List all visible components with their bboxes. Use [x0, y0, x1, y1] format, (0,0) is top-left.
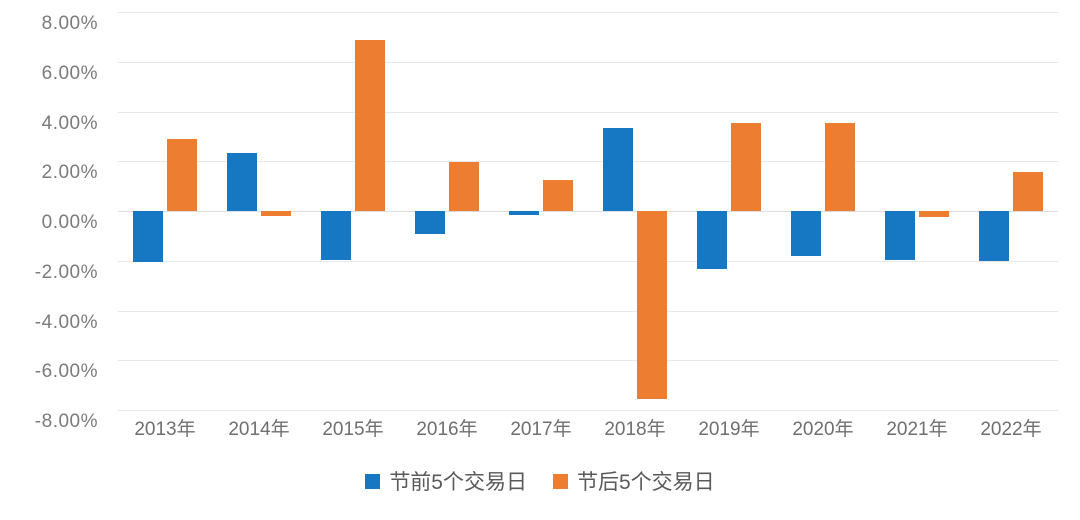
bar-group [118, 12, 212, 410]
gridline [118, 310, 1058, 312]
gridline [118, 360, 1058, 362]
bar-group [588, 12, 682, 410]
x-axis-tick-label: 2015年 [322, 419, 384, 440]
y-axis: 8.00% 6.00% 4.00% 2.00% 0.00% -2.00% -4.00% -6.… [0, 12, 110, 432]
legend-item[interactable]: 节后5个交易日 [553, 466, 715, 496]
bar-group [306, 12, 400, 410]
plot-area [118, 12, 1058, 411]
legend-swatch-icon [365, 473, 381, 489]
x-axis-tick-label: 2014年 [228, 419, 290, 440]
gridline [118, 12, 1058, 13]
bar-post-holiday [449, 162, 479, 211]
gridline [118, 61, 1058, 63]
bar-pre-holiday [321, 211, 351, 261]
bar-post-holiday [355, 39, 385, 211]
x-axis: 2013年 2014年 2015年 2016年 2017年 2018年 2019年 2020年… [118, 412, 1058, 452]
bar-group [494, 12, 588, 410]
bar-post-holiday [543, 179, 573, 211]
gridline [118, 410, 1058, 411]
bar-pre-holiday [133, 211, 163, 262]
chart-legend: 节前5个交易日 节后5个交易日 [0, 466, 1080, 496]
x-axis-tick-label: 2013年 [134, 419, 196, 440]
bar-pre-holiday [509, 211, 539, 215]
bar-group [400, 12, 494, 410]
y-axis-tick-label: 4.00% [41, 112, 98, 134]
legend-label: 节前5个交易日 [389, 471, 527, 494]
gridline [118, 111, 1058, 113]
bar-pre-holiday [697, 211, 727, 269]
bar-pre-holiday [885, 211, 915, 260]
gridline [118, 161, 1058, 163]
bar-pre-holiday [603, 127, 633, 211]
bar-pre-holiday [415, 211, 445, 235]
y-axis-tick-label: 2.00% [41, 162, 98, 184]
y-axis-tick-label: 6.00% [41, 62, 98, 84]
bar-group [870, 12, 964, 410]
bar-pre-holiday [979, 211, 1009, 262]
gridline [118, 260, 1058, 262]
x-axis-tick-label: 2022年 [980, 419, 1042, 440]
bar-group [682, 12, 776, 410]
legend-label: 节后5个交易日 [577, 471, 715, 494]
zero-line [118, 211, 1058, 212]
y-axis-tick-label: -2.00% [34, 261, 98, 283]
y-axis-tick-label: -4.00% [34, 311, 98, 333]
x-axis-tick-label: 2021年 [886, 419, 948, 440]
bar-post-holiday [825, 122, 855, 211]
bar-pre-holiday [227, 152, 257, 211]
y-axis-tick-label: -8.00% [34, 411, 98, 432]
bar-group [776, 12, 870, 410]
x-axis-tick-label: 2018年 [604, 419, 666, 440]
x-axis-tick-label: 2016年 [416, 419, 478, 440]
bar-post-holiday [1013, 172, 1043, 211]
bar-group [964, 12, 1058, 410]
y-axis-tick-label: -6.00% [34, 361, 98, 383]
y-axis-tick-label: 8.00% [41, 13, 98, 34]
legend-item[interactable]: 节前5个交易日 [365, 466, 527, 496]
bar-post-holiday [637, 211, 667, 399]
x-axis-tick-label: 2019年 [698, 419, 760, 440]
y-axis-tick-label: 0.00% [41, 212, 98, 233]
bar-post-holiday [261, 211, 291, 216]
x-axis-tick-label: 2020年 [792, 419, 854, 440]
bar-post-holiday [167, 138, 197, 211]
bar-post-holiday [919, 211, 949, 218]
legend-swatch-icon [553, 473, 568, 489]
bar-post-holiday [731, 122, 761, 211]
bar-group [212, 12, 306, 410]
bar-pre-holiday [791, 211, 821, 256]
x-axis-tick-label: 2017年 [510, 419, 572, 440]
